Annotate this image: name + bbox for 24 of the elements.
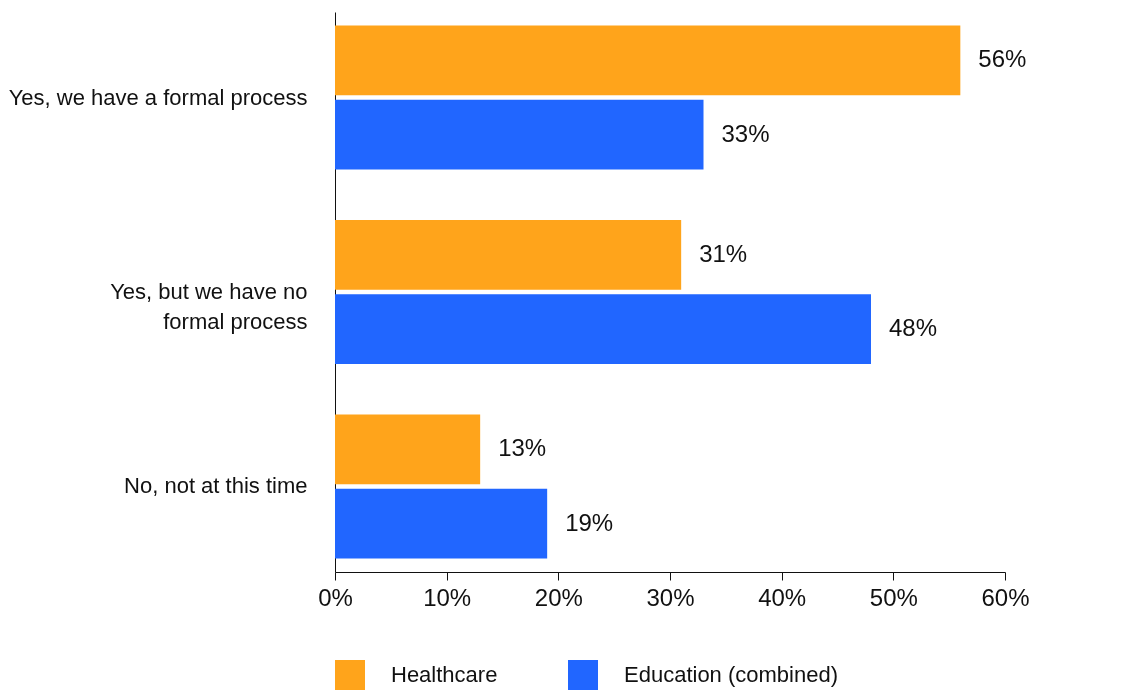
y-tick-label: Yes, but we have no formal process	[110, 279, 308, 334]
y-tick-label: Yes, we have a formal process	[8, 84, 308, 110]
x-tick-label: 10%	[423, 583, 472, 611]
bar	[335, 414, 481, 485]
bar	[335, 488, 548, 559]
x-tick-label: 0%	[318, 583, 353, 611]
bar	[335, 99, 704, 170]
bar	[335, 294, 871, 364]
legend-label: Education (combined)	[624, 662, 839, 687]
x-tick-label: 40%	[758, 583, 807, 611]
x-tick-label: 30%	[646, 583, 695, 611]
data-label: 56%	[978, 45, 1027, 73]
x-tick-label: 60%	[981, 583, 1030, 611]
y-tick-label: No, not at this time	[124, 473, 308, 499]
data-label: 19%	[565, 508, 614, 536]
data-label: 13%	[498, 434, 547, 462]
data-label: 48%	[889, 314, 938, 342]
x-tick-label: 50%	[869, 583, 918, 611]
bar	[335, 220, 682, 290]
bar	[335, 25, 961, 96]
data-label: 33%	[721, 119, 770, 147]
legend-label: Healthcare	[391, 662, 498, 687]
data-label: 31%	[699, 239, 748, 267]
x-tick-label: 20%	[534, 583, 583, 611]
